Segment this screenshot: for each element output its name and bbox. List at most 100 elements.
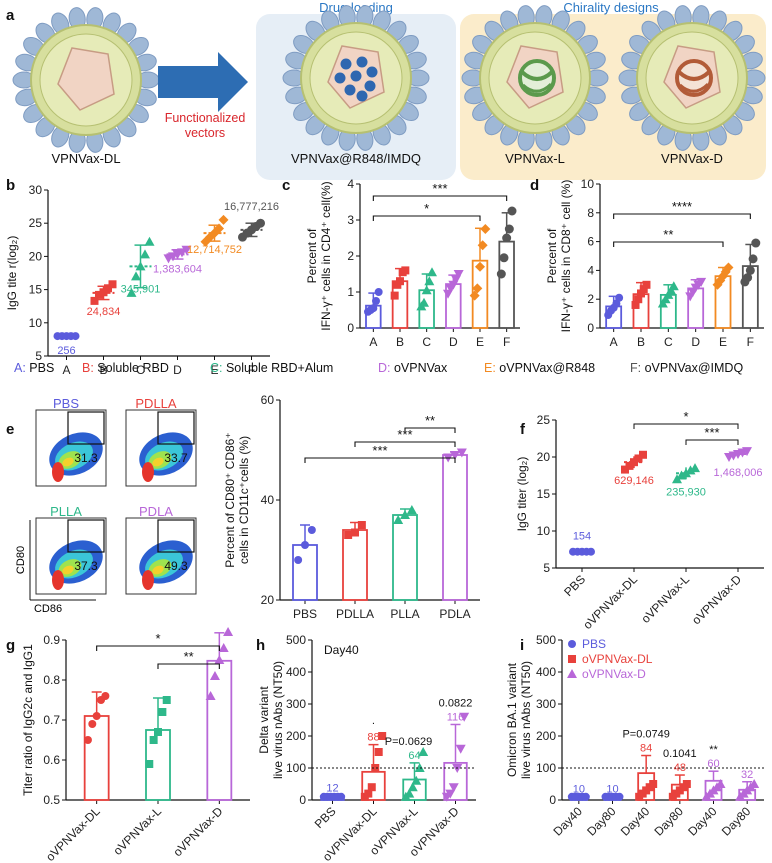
y-tick-label: 10 (29, 316, 43, 330)
x-tick-label: Day80 (652, 804, 687, 839)
data-point (209, 671, 220, 680)
data-point (104, 284, 112, 293)
bar (206, 659, 233, 801)
significance-bracket (354, 441, 456, 447)
x-tick-label: A (369, 335, 377, 349)
x-tick-label: D (691, 335, 700, 349)
data-point (158, 708, 167, 716)
p-value-label: · (372, 718, 376, 730)
flow-density (62, 565, 74, 575)
data-point (681, 468, 691, 478)
x-tick-label: PDLLA (336, 607, 374, 621)
significance-label: **** (672, 199, 692, 214)
data-point (568, 655, 576, 663)
data-point (71, 332, 80, 341)
flow-title: PLLA (50, 504, 82, 519)
significance-bracket (633, 423, 739, 429)
data-point (301, 541, 309, 549)
x-tick-label: PBS (312, 804, 339, 831)
p-value-label: 0.1041 (663, 748, 697, 760)
y-tick-label: 5 (543, 561, 550, 575)
significance-label: *** (704, 425, 719, 440)
x-tick-label: B (396, 335, 404, 349)
x-tick-label: PDLA (439, 607, 470, 621)
x-tick-label: A (62, 363, 70, 377)
p-value-label: P=0.0749 (622, 729, 669, 741)
data-point (456, 448, 467, 458)
x-tick-label: PLLA (390, 607, 419, 621)
data-point (411, 775, 422, 785)
data-point (649, 780, 658, 788)
drug-dot (366, 66, 378, 78)
x-tick-label: Day80 (584, 804, 619, 839)
y-axis-label: Percent of (545, 228, 559, 283)
data-point (205, 691, 216, 700)
data-point (131, 271, 141, 281)
data-point (424, 276, 435, 286)
data-point (621, 465, 629, 474)
data-point (445, 789, 456, 799)
data-point (637, 289, 645, 298)
drug-dot (334, 72, 346, 84)
bar (83, 715, 110, 801)
y-axis-label: live virus nAbs (NT50) (271, 661, 285, 779)
data-point (682, 780, 691, 788)
x-tick-label: Day40 (618, 804, 653, 839)
bar (392, 514, 418, 601)
vectors-label: vectors (185, 126, 225, 140)
y-tick-label: 200 (286, 729, 306, 743)
data-point (101, 692, 110, 700)
vpnvax-r848-label: VPNVax@R848/IMDQ (291, 151, 421, 166)
flow-density (142, 462, 154, 482)
vpnvax-d-label: VPNVax-D (661, 151, 723, 166)
flow-density (52, 462, 64, 482)
y-tick-label: 100 (536, 761, 556, 775)
group-legend: A: PBS B: Soluble RBD C: Soluble RBD+Alum D… (14, 361, 743, 375)
x-tick-label: PBS (561, 572, 588, 599)
nanoparticle-dl (12, 7, 160, 153)
y-tick-label: 20 (29, 249, 43, 263)
bar (292, 544, 318, 601)
svg-text:f: f (520, 421, 526, 438)
data-point (367, 783, 376, 792)
y-axis-label: IgG tite r(log₂) (5, 236, 19, 311)
data-point (218, 643, 229, 652)
data-point (372, 297, 380, 305)
y-tick-label: 0 (549, 793, 556, 807)
x-tick-label: Day80 (719, 804, 754, 839)
data-point (154, 728, 162, 736)
y-axis-label: live virus nAbs (NT50) (519, 661, 533, 779)
value-label: 48 (674, 762, 686, 774)
flow-gate-value: 33.7 (164, 451, 188, 465)
x-tick-label: A (610, 335, 618, 349)
data-point (742, 447, 752, 457)
y-tick-label: 100 (286, 761, 306, 775)
data-point (634, 454, 643, 463)
core (57, 47, 115, 111)
y-tick-label: 0 (587, 321, 594, 335)
value-label: 84 (640, 743, 652, 755)
flow-title: PDLLA (135, 396, 177, 411)
panel-b-chart: b 5 10 15 20 25 30 IgG tite r(log₂) A B C D E F 256 24,… (5, 177, 279, 377)
data-point (639, 285, 648, 294)
data-point (418, 747, 429, 756)
data-point (749, 779, 760, 788)
significance-bracket (304, 457, 456, 463)
legend-item: C: Soluble RBD+Alum (210, 361, 333, 375)
flow-gate (67, 411, 105, 445)
data-point (214, 223, 224, 234)
x-tick-label: C (664, 335, 673, 349)
significance-label: * (155, 631, 160, 646)
y-tick-label: 8 (587, 206, 594, 220)
y-axis-label: IgG titer (log₂) (515, 457, 529, 532)
y-tick-label: 6 (587, 235, 594, 249)
flow-density (152, 565, 164, 575)
data-point (448, 783, 459, 793)
data-point (504, 224, 514, 234)
x-tick-label: oVPNVax-L (111, 804, 165, 858)
chirality-header: Chirality designs (563, 0, 659, 15)
data-point (625, 461, 634, 470)
significance-bracket (613, 213, 751, 219)
arrow-icon (158, 52, 248, 112)
data-point (371, 764, 380, 772)
